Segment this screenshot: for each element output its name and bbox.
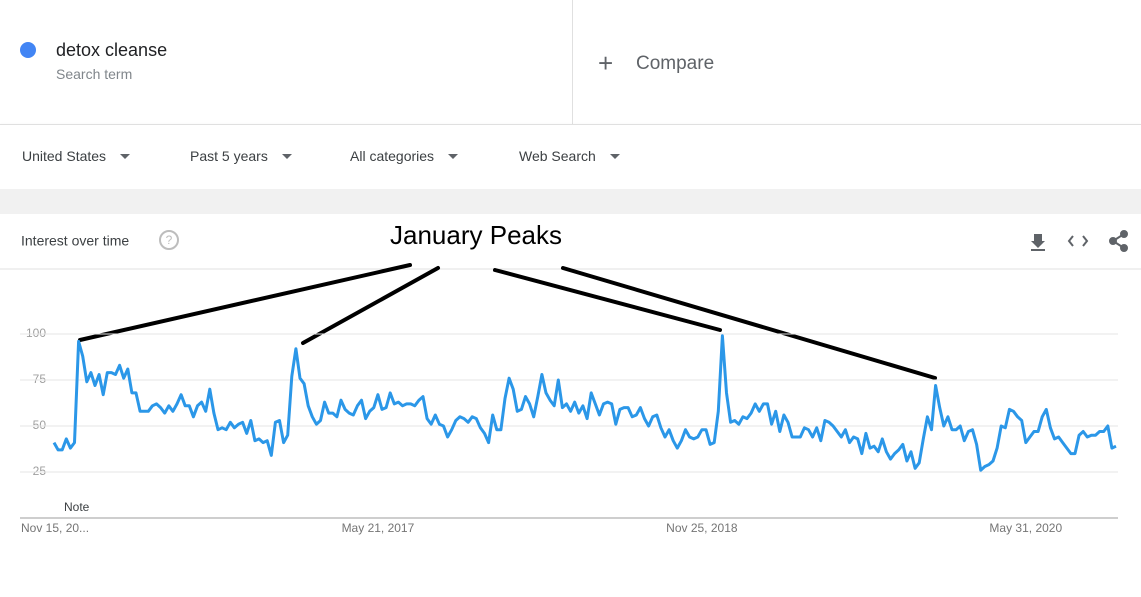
card-title: Interest over time (21, 233, 129, 249)
y-tick-label: 100 (26, 326, 46, 340)
y-tick-label: 25 (33, 464, 47, 478)
x-tick-label: Nov 25, 2018 (666, 521, 738, 535)
filter-bar (0, 124, 1141, 189)
filter-label: All categories (350, 148, 435, 164)
page-background (0, 189, 1141, 214)
divider (572, 0, 573, 124)
term-color-dot (20, 42, 36, 58)
x-tick-label: Nov 15, 20... (21, 521, 89, 535)
annotation: January Peaks (390, 220, 562, 250)
x-tick-label: May 21, 2017 (342, 521, 415, 535)
compare-button[interactable]: Compare (636, 53, 715, 74)
trend-line (52, 334, 1117, 472)
x-tick-label: May 31, 2020 (989, 521, 1062, 535)
filter-label: Past 5 years (190, 148, 268, 164)
filter-dropdown[interactable]: Web Search (519, 148, 620, 164)
filter-label: Web Search (519, 148, 596, 164)
share-icon[interactable] (1109, 230, 1128, 252)
filter-dropdown[interactable]: United States (22, 148, 131, 164)
note-link[interactable]: Note (64, 500, 90, 514)
annotation-lines (78, 263, 937, 380)
download-icon[interactable] (1031, 234, 1045, 251)
y-tick-label: 50 (33, 418, 47, 432)
help-icon[interactable]: ? (159, 230, 179, 250)
y-tick-label: 75 (33, 372, 47, 386)
svg-text:?: ? (166, 233, 173, 247)
filter-label: United States (22, 148, 107, 164)
search-term[interactable]: detox cleanse (56, 40, 168, 60)
filter-dropdown[interactable]: All categories (350, 148, 459, 164)
plus-icon[interactable]: + (598, 48, 614, 78)
filter-dropdown[interactable]: Past 5 years (190, 148, 292, 164)
embed-icon[interactable] (1067, 235, 1089, 247)
search-term-label: Search term (56, 66, 133, 82)
